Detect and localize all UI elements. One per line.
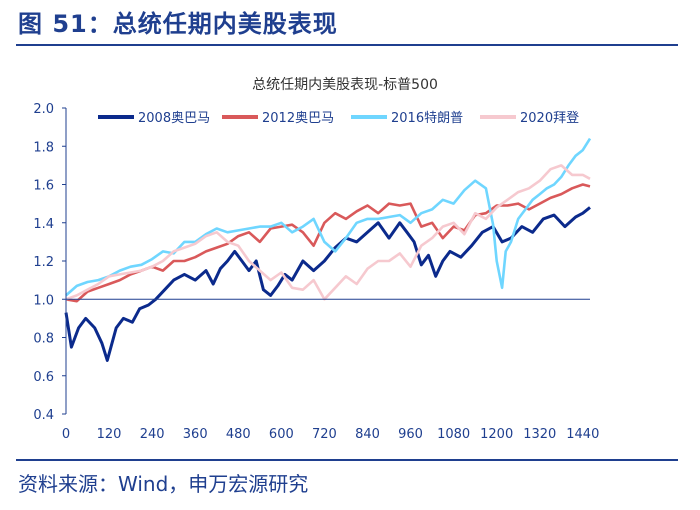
x-tick-label: 1440 <box>566 427 599 442</box>
x-tick-label: 480 <box>226 427 251 442</box>
x-tick-label: 960 <box>398 427 423 442</box>
figure-title: 图 51：总统任期内美股表现 <box>18 10 338 38</box>
title-underline <box>16 44 678 46</box>
x-tick-label: 120 <box>97 427 122 442</box>
y-tick-label: 1.2 <box>33 255 54 270</box>
y-tick-label: 1.0 <box>33 293 54 308</box>
x-tick-label: 0 <box>62 427 70 442</box>
x-tick-label: 720 <box>312 427 337 442</box>
legend-label: 2008奥巴马 <box>138 111 210 126</box>
x-tick-label: 840 <box>355 427 380 442</box>
chart-title: 总统任期内美股表现-标普500 <box>252 77 438 93</box>
y-tick-label: 2.0 <box>33 102 54 117</box>
y-tick-label: 1.4 <box>33 217 54 232</box>
legend-label: 2012奥巴马 <box>262 111 334 126</box>
source-note: 资料来源：Wind，申万宏源研究 <box>18 472 309 496</box>
legend-label: 2016特朗普 <box>391 111 463 126</box>
y-tick-label: 1.8 <box>33 140 54 155</box>
x-tick-label: 360 <box>183 427 208 442</box>
x-tick-label: 1200 <box>480 427 513 442</box>
x-tick-label: 1080 <box>437 427 470 442</box>
legend-label: 2020拜登 <box>520 111 579 126</box>
y-tick-label: 1.6 <box>33 179 54 194</box>
series-line-3 <box>65 137 592 297</box>
series-layer <box>64 137 592 362</box>
x-tick-label: 240 <box>140 427 165 442</box>
y-tick-label: 0.4 <box>33 408 54 423</box>
series-line-1 <box>64 206 591 362</box>
y-tick-label: 0.8 <box>33 332 54 347</box>
axes-layer: 0.4 0.6 0.8 1.0 1.2 1.4 1.6 1.8 2.0 0 120 240 360 480… <box>33 102 599 442</box>
y-tick-label: 0.6 <box>33 370 54 385</box>
series-line-4 <box>65 164 591 301</box>
legend: 2008奥巴马 2012奥巴马 2016特朗普 2020拜登 <box>98 111 579 126</box>
line-chart: 总统任期内美股表现-标普500 2008奥巴马 2012奥巴马 2016特朗普 202… <box>33 77 599 442</box>
x-tick-label: 1320 <box>523 427 556 442</box>
series-line-2 <box>65 183 591 303</box>
footer-rule <box>16 459 678 461</box>
x-tick-label: 600 <box>269 427 294 442</box>
